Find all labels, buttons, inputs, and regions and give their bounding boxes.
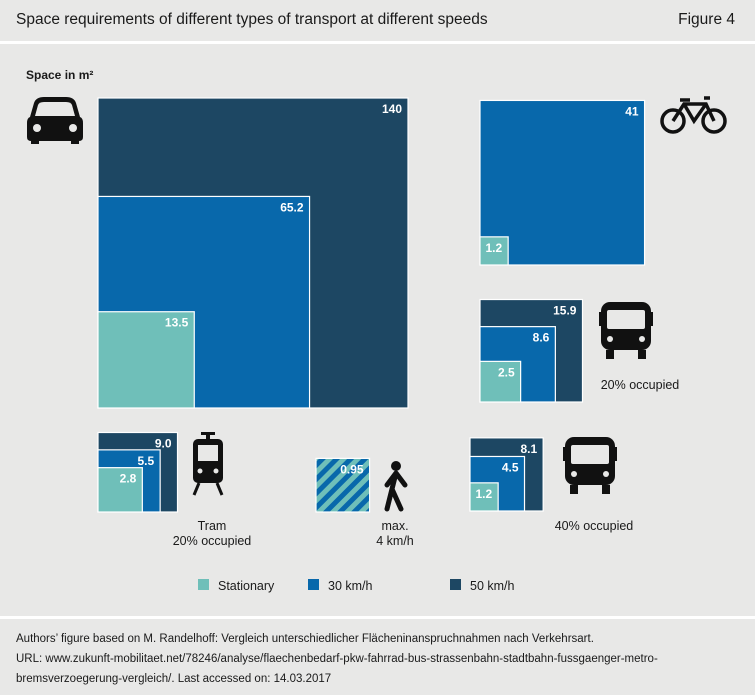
caption-bus20-0: 20% occupied (601, 378, 680, 392)
bus-icon-20-occupied (599, 302, 653, 359)
caption-pedestrian-0: max. (381, 519, 408, 533)
legend-swatch-0 (198, 579, 209, 590)
value-label-bus40-2: 8.1 (520, 442, 537, 456)
caption-pedestrian-1: 4 km/h (376, 534, 414, 548)
caption-tram-1: 20% occupied (173, 534, 252, 548)
pedestrian-icon (384, 461, 408, 512)
value-label-tram-0: 2.8 (120, 472, 137, 486)
caption-bus40-0: 40% occupied (555, 519, 634, 533)
value-label-tram-1: 5.5 (137, 454, 154, 468)
square-bus20-stationary (479, 360, 522, 403)
legend-label-0: Stationary (218, 579, 275, 593)
figure-label: Figure 4 (678, 11, 735, 28)
square-tram-stationary (97, 467, 143, 513)
value-label-pedestrian-0: 0.95 (340, 462, 364, 476)
source-line-2: URL: www.zukunft-mobilitaet.net/78246/an… (16, 653, 658, 665)
value-label-bus20-0: 2.5 (498, 365, 515, 379)
source-line-1: Authors’ figure based on M. Randelhoff: … (16, 633, 594, 645)
square-car-stationary (97, 311, 195, 409)
source-line-3: bremsverzoegerung-vergleich/. Last acces… (16, 673, 332, 685)
legend-label-1: 30 km/h (328, 579, 373, 593)
value-label-bicycle-0: 1.2 (485, 241, 502, 255)
chart: Space in m² 140 65.2 13.5 41 1.2 15.98.6 2.5 9.… (26, 68, 727, 593)
caption-tram-0: Tram (198, 519, 227, 533)
unit-label: Space in m² (26, 68, 93, 82)
legend-swatch-1 (308, 579, 319, 590)
tram-icon (192, 432, 224, 496)
chart-title: Space requirements of different types of… (16, 11, 488, 28)
car-icon (27, 97, 83, 144)
legend-label-2: 50 km/h (470, 579, 515, 593)
value-label-car-1: 65.2 (280, 200, 304, 214)
value-label-bicycle-1: 41 (625, 104, 639, 118)
legend-swatch-2 (450, 579, 461, 590)
value-label-bus40-1: 4.5 (502, 460, 519, 474)
square-pedestrian-max-4-km-h (315, 457, 371, 513)
square-bus40-stationary (469, 482, 499, 512)
value-label-car-0: 13.5 (165, 316, 189, 330)
value-label-bus40-0: 1.2 (475, 487, 492, 501)
source-note: Authors’ figure based on M. Randelhoff: … (0, 616, 755, 695)
bicycle-icon (660, 96, 727, 134)
value-label-bus20-2: 15.9 (553, 304, 577, 318)
square-bicycle-stationary (479, 236, 509, 266)
value-label-bus20-1: 8.6 (533, 331, 550, 345)
value-label-tram-2: 9.0 (155, 437, 172, 451)
figure-header: Space requirements of different types of… (0, 0, 755, 44)
bus-icon-40-occupied (563, 437, 617, 494)
value-label-car-2: 140 (382, 102, 402, 116)
